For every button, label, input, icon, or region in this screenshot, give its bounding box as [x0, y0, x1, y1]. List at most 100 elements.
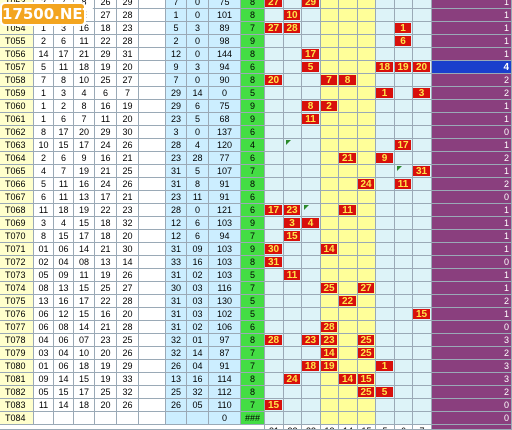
- trend-cell: [339, 334, 358, 347]
- cell-sum: 106: [209, 321, 241, 334]
- trend-cell: [265, 373, 284, 386]
- count-cell: 1: [432, 113, 512, 126]
- cell-text: 26: [170, 400, 181, 410]
- cell-text: 23: [170, 153, 181, 163]
- cell-text: 8: [249, 257, 255, 267]
- cell-n5: [139, 230, 166, 243]
- cell-g: 9: [241, 113, 265, 126]
- trend-cell: [376, 165, 395, 178]
- trend-cell: [376, 100, 395, 113]
- trend-cell: [395, 269, 413, 282]
- cell-n4: 28: [117, 321, 139, 334]
- cell-text: 0: [194, 0, 200, 7]
- trend-cell: [395, 295, 413, 308]
- cell-text: 26: [122, 348, 133, 358]
- cell-g: 9: [241, 243, 265, 256]
- cell-text: 20: [100, 400, 111, 410]
- cell-text: 3: [194, 62, 200, 72]
- trend-cell: [302, 126, 321, 139]
- cell-text: 02: [192, 270, 203, 280]
- trend-cell: [321, 217, 339, 230]
- cell-text: 09: [58, 270, 69, 280]
- trend-cell: [413, 178, 432, 191]
- cell-text: 01: [38, 361, 49, 371]
- cell-text: 17: [78, 296, 89, 306]
- cell-text: 13: [38, 296, 49, 306]
- cell-n3: 24: [95, 178, 117, 191]
- cell-g: 6: [241, 126, 265, 139]
- cell-text: 14: [78, 322, 89, 332]
- trend-cell: 20: [265, 74, 284, 87]
- cell-text: 21: [122, 153, 133, 163]
- cell-n5: [139, 321, 166, 334]
- trend-cell: [413, 139, 432, 152]
- count-cell: 2: [432, 178, 512, 191]
- count-text: 0: [503, 413, 509, 423]
- cell-n1: 18: [54, 204, 74, 217]
- cell-text: 75: [219, 0, 230, 7]
- cell-n3: 18: [95, 22, 117, 35]
- trend-cell: [265, 412, 284, 425]
- count-text: 0: [503, 127, 509, 137]
- cell-text: 03: [192, 296, 203, 306]
- trend-cell: 28: [321, 321, 339, 334]
- cell-text: 103: [216, 257, 233, 267]
- cell-m: 28: [187, 152, 209, 165]
- cell-text: 4: [60, 218, 66, 228]
- cell-g: 8: [241, 0, 265, 9]
- cell-n3: 27: [95, 9, 117, 22]
- trend-cell: 5: [376, 386, 395, 399]
- cell-n3: 6: [95, 87, 117, 100]
- cell-m: 01: [187, 334, 209, 347]
- cell-text: 103: [216, 218, 233, 228]
- cell-text: 29: [170, 101, 181, 111]
- footer-label: 6: [395, 425, 413, 430]
- cell-text: 8: [249, 10, 255, 20]
- count-cell: 1: [432, 165, 512, 178]
- trend-cell: [302, 230, 321, 243]
- cell-n0: 02: [34, 256, 54, 269]
- cell-n3: 13: [95, 256, 117, 269]
- cell-text: T076: [5, 309, 26, 319]
- cell-n0: 01: [34, 360, 54, 373]
- cell-id: T079: [0, 347, 34, 360]
- cell-m: 16: [187, 373, 209, 386]
- cell-g: 7: [241, 230, 265, 243]
- cell-text: 21: [100, 244, 111, 254]
- cell-text: 68: [219, 114, 230, 124]
- cell-text: 14: [38, 49, 49, 59]
- trend-cell: [395, 113, 413, 126]
- trend-cell: [413, 412, 432, 425]
- cell-text: 20: [122, 231, 133, 241]
- cell-text: 8: [249, 0, 255, 7]
- trend-cell: [413, 386, 432, 399]
- count-text: 1: [503, 309, 509, 319]
- cell-text: 7: [249, 361, 255, 371]
- footer-label: 15: [358, 425, 376, 430]
- trend-cell: [302, 178, 321, 191]
- cell-text: 89: [219, 23, 230, 33]
- count-cell: 4: [432, 61, 512, 74]
- cell-text: 16: [192, 257, 203, 267]
- cell-m: 02: [187, 321, 209, 334]
- cell-text: T077: [5, 322, 26, 332]
- hit-marker: 17: [302, 49, 319, 60]
- cell-text: 09: [38, 374, 49, 384]
- trend-cell: [395, 282, 413, 295]
- cell-n4: 26: [117, 139, 139, 152]
- cell-sum: 120: [209, 139, 241, 152]
- hit-marker: 11: [284, 270, 300, 281]
- cell-m: 14: [187, 347, 209, 360]
- trend-cell: [395, 204, 413, 217]
- trend-cell: [358, 139, 376, 152]
- cell-text: 28: [192, 153, 203, 163]
- cell-text: 12: [58, 309, 69, 319]
- cell-text: 7: [249, 348, 255, 358]
- cell-n2: 21: [74, 48, 95, 61]
- cell-text: T072: [5, 257, 26, 267]
- cell-text: 26: [122, 400, 133, 410]
- trend-cell: [265, 113, 284, 126]
- trend-cell: [395, 217, 413, 230]
- hit-marker: 22: [339, 296, 356, 307]
- trend-cell: [376, 256, 395, 269]
